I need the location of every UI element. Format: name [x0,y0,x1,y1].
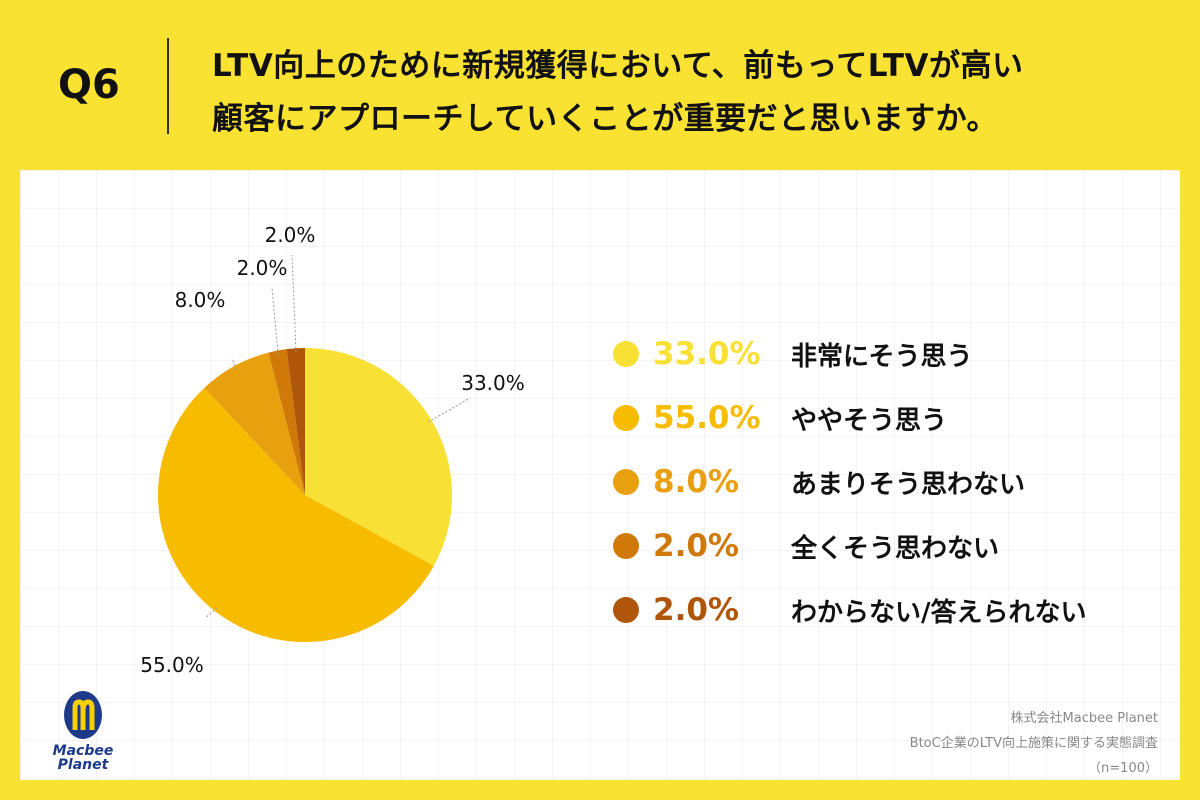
legend-label: あまりそう思わない [791,469,1026,500]
question-title: LTV向上のために新規獲得において、前もってLTVが高い 顧客にアプローチしてい… [212,40,1024,146]
legend-label: わからない/答えられない [791,597,1087,628]
leader-line [271,287,279,355]
legend-swatch [613,469,639,495]
footer-survey: BtoC企業のLTV向上施策に関する実態調査 [909,736,1158,751]
data-label: 55.0% [140,653,204,677]
legend-item: 8.0% あまりそう思わない [610,450,1087,514]
footer-company: 株式会社Macbee Planet [1010,711,1158,726]
legend-label: 非常にそう思う [791,341,973,372]
title-line-2: 顧客にアプローチしていくことが重要だと思いますか。 [212,101,998,137]
title-line-1: LTV向上のために新規獲得において、前もってLTVが高い [212,48,1024,84]
legend-percent: 55.0% [653,400,761,436]
legend-swatch [613,597,639,623]
data-label: 2.0% [237,256,288,280]
question-number: Q6 [58,62,120,108]
pie-slice [286,348,305,495]
leader-line [204,607,218,619]
legend-swatch [613,405,639,431]
data-label: 2.0% [265,223,316,247]
legend-percent: 8.0% [653,464,739,500]
legend-label: ややそう思う [791,405,948,436]
legend-item: 55.0% ややそう思う [610,386,1087,450]
legend-percent: 2.0% [653,592,739,628]
logo-text-1: Macbee [52,743,114,759]
macbee-planet-logo: Macbee Planet [48,690,118,772]
legend-label: 全くそう思わない [791,533,1000,564]
footer: 株式会社Macbee Planet BtoC企業のLTV向上施策に関する実態調査… [910,706,1158,781]
data-label: 8.0% [175,288,226,312]
divider [167,38,169,134]
legend-item: 2.0% 全くそう思わない [610,514,1087,578]
data-label: 33.0% [461,371,525,395]
pie-slice [268,349,305,495]
legend-swatch [613,533,639,559]
pie-slice [157,387,434,643]
pie-slice [204,352,305,495]
logo-text-2: Planet [57,757,109,773]
legend: 33.0% 非常にそう思う 55.0% ややそう思う 8.0% あまりそう思わない 2… [610,322,1087,642]
legend-percent: 33.0% [653,336,761,372]
legend-percent: 2.0% [653,528,739,564]
footer-sample-size: （n=100） [1088,761,1158,776]
legend-item: 33.0% 非常にそう思う [610,322,1087,386]
logo-mark-icon [64,691,102,739]
legend-swatch [613,341,639,367]
pie-slice [305,348,452,566]
leader-line [291,254,297,353]
leader-line [427,397,471,423]
legend-item: 2.0% わからない/答えられない [610,578,1087,642]
